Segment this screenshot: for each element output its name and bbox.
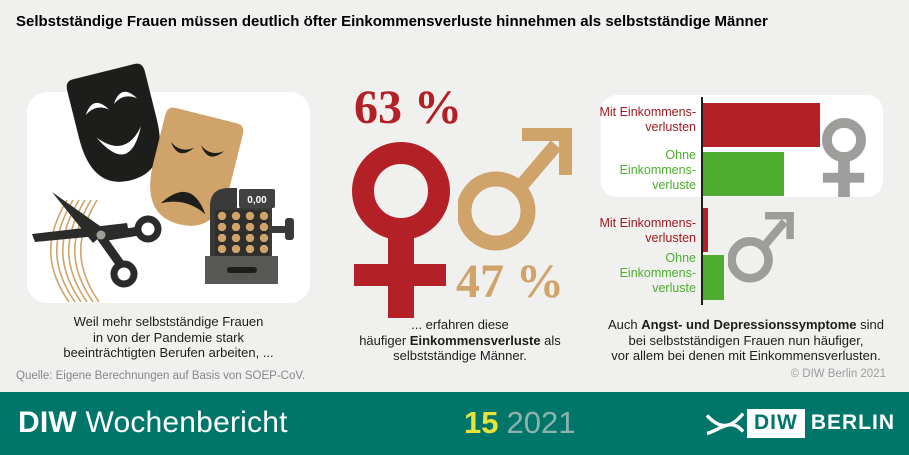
bar-men-with-losses <box>703 208 708 252</box>
label-men-with-losses: Mit Einkommens- verlusten <box>599 216 696 245</box>
envelope-logo-icon <box>706 412 744 436</box>
logo-berlin-text: BERLIN <box>810 411 895 434</box>
female-symbol-gray-icon <box>822 118 866 197</box>
label-men-without-losses: Ohne Einkommens- verluste <box>619 251 696 295</box>
bar-women-without-losses <box>703 152 784 196</box>
chart-axis-line <box>701 97 703 305</box>
caption-middle: ... erfahren diese häufiger Einkommensve… <box>359 317 561 363</box>
scissors-icon <box>32 192 162 288</box>
pandemic-jobs-illustration: 0,00 <box>32 63 294 303</box>
brand-title: DIW Wochenbericht <box>18 406 288 440</box>
stat-male-percentage: 47 % <box>456 255 564 308</box>
caption-right: Auch Angst- und Depressionssymptome sind… <box>608 317 884 363</box>
diw-berlin-logo: DIW BERLIN <box>706 404 895 442</box>
cash-register-icon: 0,00 <box>205 188 294 284</box>
label-women-without-losses: Ohne Einkommens- verluste <box>619 148 696 192</box>
register-display: 0,00 <box>247 195 267 206</box>
male-symbol-icon <box>458 128 572 251</box>
female-symbol-icon <box>352 142 450 318</box>
source-note: Quelle: Eigene Berechnungen auf Basis vo… <box>16 370 306 382</box>
brand-wochenbericht: Wochenbericht <box>85 406 288 439</box>
copyright-note: © DIW Berlin 2021 <box>790 368 886 380</box>
logo-diw-box: DIW <box>747 408 805 438</box>
brand-diw: DIW <box>18 406 77 439</box>
footer-bar: DIW Wochenbericht 15 2021 DIW BERLIN <box>0 392 909 455</box>
label-women-with-losses: Mit Einkommens- verlusten <box>599 105 696 134</box>
comedy-mask-icon <box>66 63 160 182</box>
male-symbol-gray-icon <box>728 212 794 283</box>
issue-number: 15 <box>464 405 499 440</box>
issue-info: 15 2021 <box>464 405 575 441</box>
issue-year: 2021 <box>506 405 576 440</box>
stat-female-percentage: 63 % <box>354 81 462 134</box>
bar-women-with-losses <box>703 103 820 147</box>
page-title: Selbstständige Frauen müssen deutlich öf… <box>16 13 768 30</box>
caption-left: Weil mehr selbstständige Frauen in von d… <box>63 314 274 360</box>
bar-men-without-losses <box>703 255 724 300</box>
